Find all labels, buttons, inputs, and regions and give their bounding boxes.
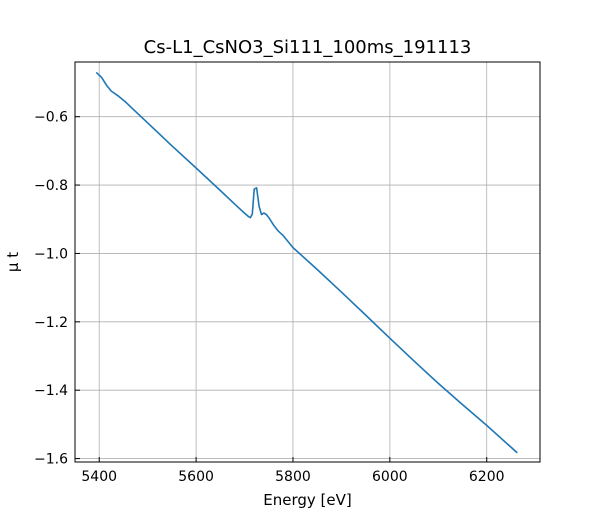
grid bbox=[75, 62, 540, 462]
plot-frame bbox=[74, 61, 541, 463]
x-tick-label: 5800 bbox=[275, 469, 311, 485]
x-tick-label: 5600 bbox=[178, 469, 214, 485]
series-line bbox=[96, 72, 518, 454]
x-tick-label: 6000 bbox=[372, 469, 408, 485]
y-tick-label: −1.2 bbox=[34, 315, 68, 331]
x-tick-label: 5400 bbox=[81, 469, 117, 485]
y-tick-label: −1.6 bbox=[34, 452, 68, 468]
y-tick-label: −1.0 bbox=[34, 246, 68, 262]
y-tick-label: −0.8 bbox=[34, 178, 68, 194]
x-axis-label: Energy [eV] bbox=[263, 491, 351, 509]
y-tick-label: −0.6 bbox=[34, 110, 68, 126]
ticks: 5400 5600 5800 6000 6200 −1.6 −1.4 −1.2 −1.0 −0.8… bbox=[34, 110, 505, 485]
y-axis-label: μ t bbox=[4, 252, 22, 272]
y-tick-label: −1.4 bbox=[34, 383, 68, 399]
chart-title: Cs-L1_CsNO3_Si111_100ms_191113 bbox=[144, 37, 472, 58]
x-tick-label: 6200 bbox=[469, 469, 505, 485]
